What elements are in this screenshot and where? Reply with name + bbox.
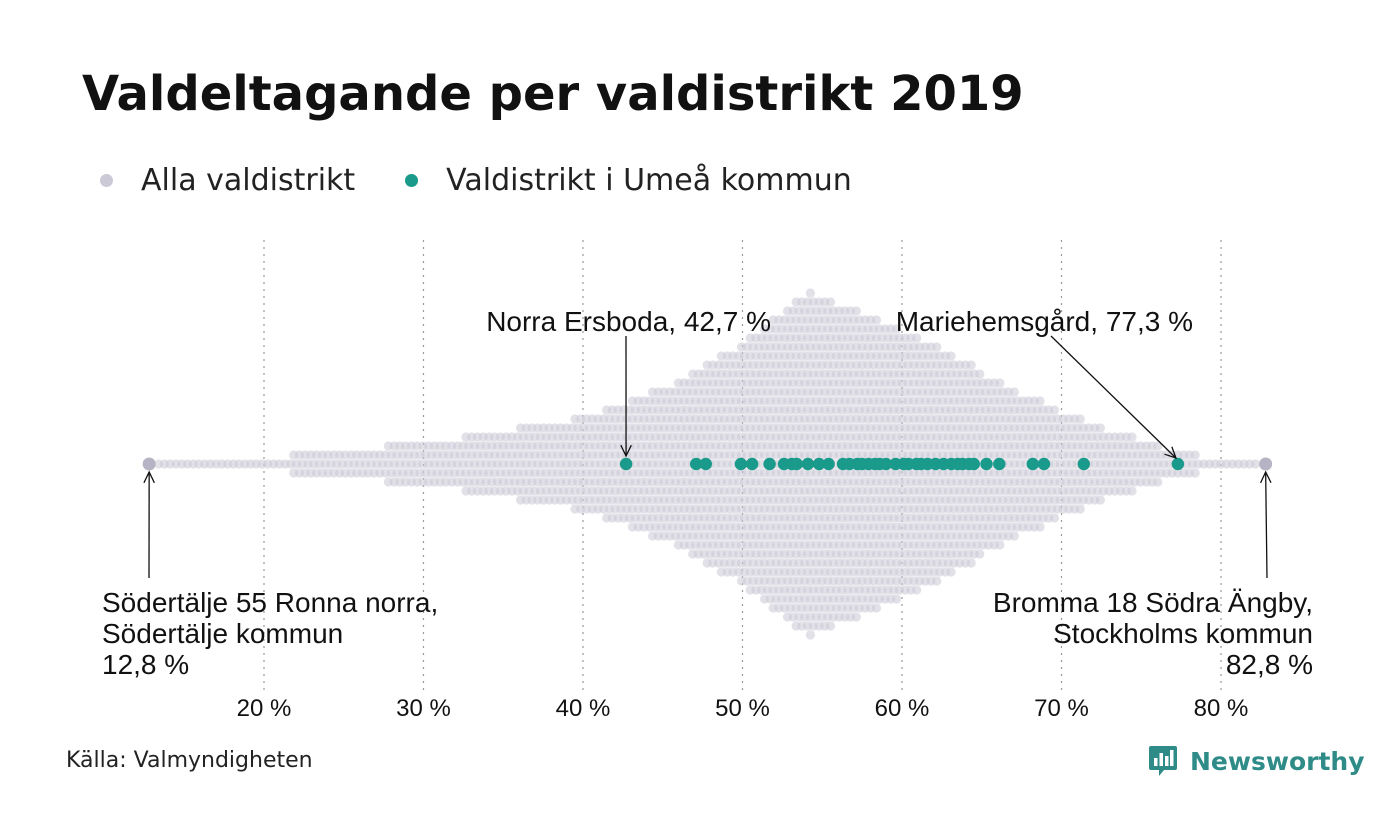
umea-district-point xyxy=(879,457,893,471)
district-point xyxy=(1127,486,1137,496)
district-point xyxy=(1009,531,1019,541)
district-point xyxy=(995,540,1005,550)
district-point xyxy=(1127,432,1137,442)
legend-dot-all-icon xyxy=(100,173,113,187)
source-note: Källa: Valmyndigheten xyxy=(66,748,313,773)
district-point xyxy=(1153,441,1163,451)
annotation-sodertalje: Södertälje 55 Ronna norra, Södertälje kom… xyxy=(102,587,438,680)
district-point xyxy=(871,315,882,325)
umea-district-point xyxy=(790,457,803,471)
umea-district-point xyxy=(699,457,712,471)
umea-district-point xyxy=(734,457,748,471)
district-point xyxy=(975,549,985,559)
brand: Newsworthy xyxy=(1148,744,1365,778)
x-tick-label: 50 % xyxy=(715,695,770,722)
annotation-arrowhead xyxy=(620,444,632,458)
district-point xyxy=(1049,513,1060,523)
legend-dot-umea-icon xyxy=(405,173,419,187)
district-point xyxy=(1190,468,1200,478)
x-tick-label: 70 % xyxy=(1034,695,1089,722)
annotation-norra-ersboda: Norra Ersboda, 42,7 % xyxy=(486,306,771,337)
umea-district-point xyxy=(1077,457,1091,471)
extreme-district-point xyxy=(142,457,156,471)
district-point xyxy=(966,558,976,568)
district-point xyxy=(932,576,942,586)
annotation-arrowhead xyxy=(1164,446,1178,460)
annotation-arrow xyxy=(1050,335,1177,459)
district-point xyxy=(825,621,836,631)
umea-district-point xyxy=(1171,457,1185,471)
umea-district-point xyxy=(763,457,776,471)
district-point xyxy=(1153,477,1163,487)
x-tick-label: 40 % xyxy=(556,695,611,722)
umea-district-point xyxy=(980,457,993,471)
district-point xyxy=(1250,459,1261,469)
district-point xyxy=(912,333,922,343)
chart-title: Valdeltagande per valdistrikt 2019 xyxy=(82,66,1024,122)
x-tick-label: 60 % xyxy=(875,695,930,722)
annotation-arrowhead xyxy=(1259,470,1272,484)
district-point xyxy=(946,567,956,577)
x-tick-label: 20 % xyxy=(237,695,292,722)
legend-label-all: Alla valdistrikt xyxy=(141,162,356,198)
legend-item-all: Alla valdistrikt xyxy=(100,163,355,198)
umea-district-point xyxy=(619,457,633,471)
district-point xyxy=(892,324,902,334)
district-point xyxy=(851,612,862,622)
brand-name: Newsworthy xyxy=(1190,746,1365,776)
district-point xyxy=(1035,522,1045,532)
district-point xyxy=(825,297,836,307)
annotations: Norra Ersboda, 42,7 % Mariehemsgård, 77,3… xyxy=(102,306,1313,680)
district-point xyxy=(1049,405,1060,415)
umea-points xyxy=(619,457,1185,471)
district-point xyxy=(805,630,816,640)
annotation-bromma: Bromma 18 Södra Ängby, Stockholms kommun 8… xyxy=(993,587,1313,680)
x-axis-ticks: 20 % 30 % 40 % 50 % 60 % 70 % 80 % xyxy=(237,695,1249,722)
district-point xyxy=(912,585,922,595)
district-point xyxy=(851,306,862,316)
extreme-district-point xyxy=(1259,457,1273,471)
district-point xyxy=(892,594,902,604)
umea-district-point xyxy=(1026,457,1040,471)
annotation-arrow xyxy=(1265,471,1268,579)
district-point xyxy=(966,360,976,370)
all-districts-points xyxy=(142,288,1273,640)
x-tick-label: 30 % xyxy=(396,695,451,722)
legend-label-umea: Valdistrikt i Umeå kommun xyxy=(446,162,852,198)
umea-district-point xyxy=(1037,457,1051,471)
district-point xyxy=(1009,387,1019,397)
district-point xyxy=(932,342,942,352)
district-point xyxy=(946,351,956,361)
x-tick-label: 80 % xyxy=(1194,695,1249,722)
umea-district-point xyxy=(993,457,1006,471)
district-point xyxy=(995,378,1005,388)
district-point xyxy=(1035,396,1045,406)
district-point xyxy=(871,603,882,613)
legend: Alla valdistrikt Valdistrikt i Umeå komm… xyxy=(100,158,902,202)
district-point xyxy=(1190,450,1200,460)
district-point xyxy=(805,288,816,298)
umea-district-point xyxy=(967,457,980,471)
district-point xyxy=(975,369,985,379)
district-point xyxy=(1095,495,1105,505)
annotation-mariehemsgard: Mariehemsgård, 77,3 % xyxy=(896,306,1193,337)
umea-district-point xyxy=(690,457,703,471)
district-point xyxy=(1075,414,1085,424)
district-point xyxy=(1095,423,1105,433)
umea-district-point xyxy=(801,457,815,471)
umea-district-point xyxy=(812,457,826,471)
umea-district-point xyxy=(822,457,835,471)
legend-item-umea: Valdistrikt i Umeå kommun xyxy=(405,163,852,198)
bar-chart-logo-icon xyxy=(1149,746,1177,776)
umea-district-point xyxy=(745,457,759,471)
district-point xyxy=(1075,504,1085,514)
annotation-arrowhead xyxy=(143,470,155,484)
